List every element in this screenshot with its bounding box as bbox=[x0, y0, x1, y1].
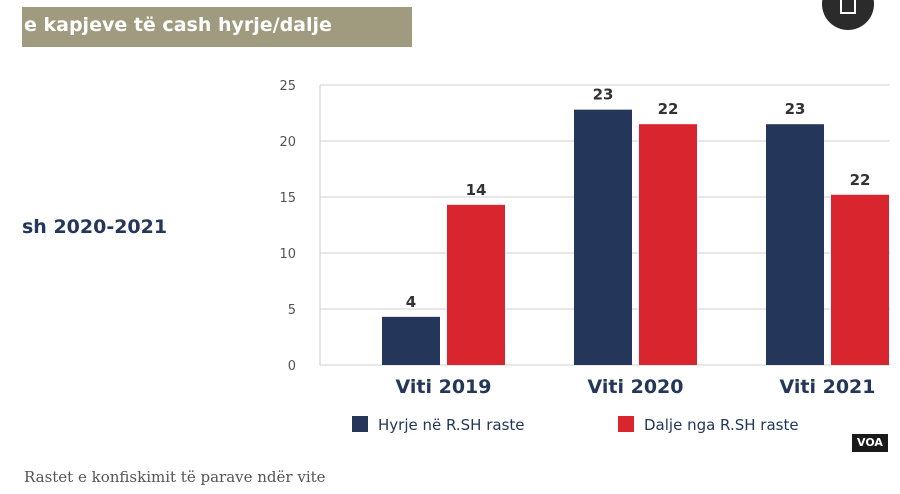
voa-badge: VOA bbox=[852, 434, 888, 452]
data-label: 4 bbox=[406, 293, 416, 311]
data-label: 22 bbox=[850, 171, 871, 189]
bar bbox=[382, 316, 440, 365]
title-band bbox=[22, 7, 412, 47]
x-tick-label: Viti 2019 bbox=[396, 376, 492, 398]
chart-title: e kapjeve të cash hyrje/dalje bbox=[24, 14, 332, 36]
expand-icon bbox=[840, 0, 856, 14]
bar bbox=[766, 124, 824, 365]
x-tick-label: Viti 2021 bbox=[780, 376, 876, 398]
x-tick-label: Viti 2020 bbox=[588, 376, 684, 398]
bar bbox=[639, 124, 697, 365]
data-label: 22 bbox=[658, 100, 679, 118]
legend-label: Hyrje në R.SH raste bbox=[378, 416, 525, 434]
y-tick-label: 20 bbox=[279, 135, 296, 150]
data-label: 14 bbox=[466, 181, 487, 199]
y-tick-label: 0 bbox=[288, 359, 296, 374]
y-tick-label: 10 bbox=[279, 247, 296, 262]
legend-swatch bbox=[618, 416, 634, 432]
period-label: sh 2020-2021 bbox=[22, 216, 168, 238]
y-tick-label: 5 bbox=[288, 303, 296, 318]
data-label: 23 bbox=[593, 86, 614, 104]
legend-swatch bbox=[352, 416, 368, 432]
data-label: 23 bbox=[785, 100, 806, 118]
bar bbox=[447, 204, 505, 365]
y-tick-label: 25 bbox=[279, 79, 296, 94]
y-tick-label: 15 bbox=[279, 191, 296, 206]
legend-label: Dalje nga R.SH raste bbox=[644, 416, 799, 434]
image-caption: Rastet e konfiskimit të parave ndër vite bbox=[24, 468, 326, 486]
bar bbox=[574, 109, 632, 365]
bar bbox=[831, 194, 889, 365]
